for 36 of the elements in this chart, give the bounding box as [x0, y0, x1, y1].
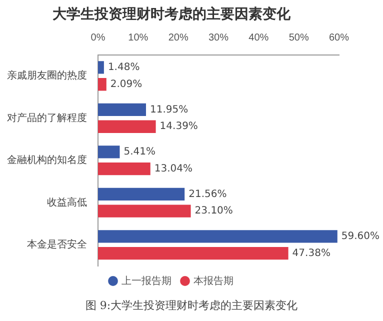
y-tick-label: 亲戚朋友圈的热度 — [7, 70, 87, 82]
bar — [98, 162, 150, 176]
x-tick-label: 0% — [90, 32, 106, 44]
data-label: 47.38% — [292, 248, 330, 259]
x-tick-label: 40% — [248, 32, 269, 44]
bar — [98, 188, 185, 201]
data-label: 59.60% — [341, 231, 380, 242]
data-label: 13.04% — [154, 163, 193, 174]
bar — [98, 204, 191, 218]
bar — [98, 120, 156, 133]
x-tick-label: 10% — [128, 32, 148, 44]
chart-title: 大学生投资理财时考虑的主要因素变化 — [52, 5, 292, 22]
data-label: 5.41% — [124, 146, 156, 158]
bar — [98, 230, 338, 243]
caption: 图 9:大学生投资理财时考虑的主要因素变化 — [84, 298, 299, 313]
x-tick-label: 60% — [328, 32, 350, 44]
data-label: 11.95% — [150, 104, 188, 116]
x-tick-label: 50% — [288, 32, 309, 44]
y-tick-label: 收益高低 — [47, 196, 87, 208]
bar — [98, 103, 146, 116]
legend-label: 上一报告期 — [122, 274, 172, 287]
data-label: 1.48% — [108, 62, 140, 74]
x-tick-label: 30% — [208, 32, 229, 44]
data-label: 14.39% — [160, 121, 198, 132]
bar — [98, 246, 288, 260]
bar — [98, 61, 104, 74]
x-tick-label: 20% — [168, 32, 188, 44]
bar — [98, 146, 120, 158]
y-tick-label: 对产品的了解程度 — [7, 112, 87, 124]
data-label: 23.10% — [194, 206, 233, 217]
data-label: 21.56% — [188, 188, 227, 200]
bar — [98, 78, 106, 91]
legend-label: 本报告期 — [194, 274, 234, 287]
y-tick-label: 金融机构的知名度 — [7, 154, 87, 166]
data-label: 2.09% — [110, 78, 142, 90]
y-tick-label: 本金是否安全 — [27, 238, 87, 251]
